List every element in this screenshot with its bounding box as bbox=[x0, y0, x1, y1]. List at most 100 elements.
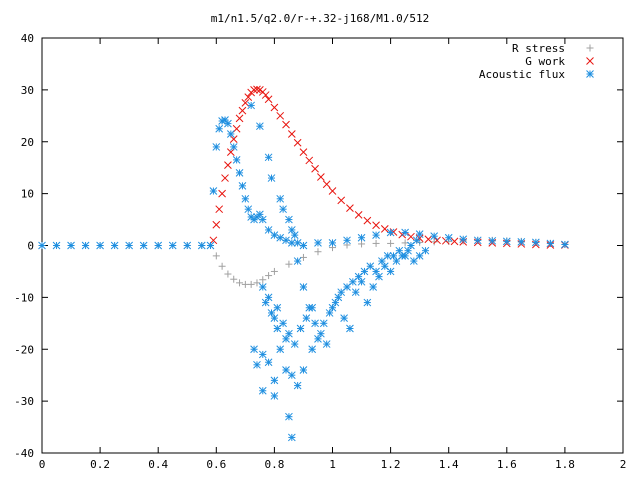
data-point bbox=[401, 228, 409, 237]
data-point bbox=[386, 267, 395, 276]
data-point bbox=[287, 130, 296, 138]
data-point bbox=[253, 360, 261, 369]
data-point bbox=[276, 194, 285, 203]
legend-marker bbox=[586, 44, 594, 52]
data-point bbox=[224, 270, 232, 278]
data-point bbox=[247, 280, 255, 288]
data-point bbox=[285, 260, 293, 268]
data-point bbox=[372, 221, 380, 230]
data-point bbox=[311, 164, 319, 173]
data-point bbox=[270, 376, 279, 385]
data-point bbox=[226, 148, 235, 156]
data-point bbox=[401, 239, 409, 247]
data-point bbox=[96, 241, 104, 250]
data-point bbox=[258, 386, 267, 395]
data-point bbox=[264, 153, 273, 162]
x-axis-ticks: 0 0.2 0.4 0.6 0.8 1 1.2 1.4 1.6 1.8 2 bbox=[39, 38, 626, 471]
data-point bbox=[325, 309, 334, 317]
x-tick-label: 1.8 bbox=[555, 458, 575, 471]
data-point bbox=[401, 252, 409, 260]
x-tick-label: 0 bbox=[39, 458, 46, 471]
y-tick-label: -40 bbox=[14, 447, 34, 460]
series-layer bbox=[38, 85, 569, 442]
data-point bbox=[302, 314, 311, 322]
data-point bbox=[444, 233, 453, 242]
data-point bbox=[293, 138, 302, 147]
data-point bbox=[348, 277, 357, 286]
data-point bbox=[299, 241, 308, 250]
data-point bbox=[270, 267, 278, 275]
data-point bbox=[215, 124, 224, 133]
y-tick-label: 10 bbox=[21, 188, 34, 201]
data-point bbox=[546, 239, 555, 248]
data-point bbox=[224, 119, 232, 128]
data-point bbox=[258, 350, 267, 359]
legend-marker bbox=[586, 70, 594, 78]
legend-label: R stress bbox=[512, 42, 565, 55]
data-point bbox=[363, 216, 372, 225]
data-point bbox=[139, 241, 148, 250]
data-point bbox=[337, 196, 346, 205]
data-point bbox=[168, 241, 177, 250]
data-point bbox=[372, 239, 380, 247]
data-point bbox=[209, 187, 218, 195]
data-point bbox=[261, 91, 270, 99]
data-point bbox=[238, 181, 247, 190]
x-tick-label: 1.6 bbox=[497, 458, 517, 471]
data-point bbox=[250, 86, 258, 94]
data-point bbox=[337, 288, 346, 297]
data-point bbox=[351, 288, 360, 297]
data-point bbox=[392, 257, 401, 265]
data-point bbox=[232, 156, 241, 164]
data-point bbox=[253, 85, 261, 94]
data-point bbox=[363, 298, 372, 307]
data-point bbox=[259, 276, 267, 284]
data-point bbox=[154, 241, 163, 250]
data-point bbox=[279, 205, 287, 214]
data-point bbox=[299, 148, 308, 156]
data-point bbox=[407, 232, 415, 241]
data-point bbox=[290, 340, 299, 348]
data-point bbox=[282, 120, 290, 129]
data-point bbox=[197, 241, 206, 250]
data-point bbox=[287, 433, 296, 442]
data-point bbox=[256, 122, 264, 131]
x-tick-label: 1 bbox=[329, 458, 336, 471]
data-point bbox=[314, 239, 322, 247]
data-point bbox=[433, 236, 441, 245]
data-point bbox=[372, 231, 380, 239]
data-point bbox=[358, 240, 366, 248]
legend-marker bbox=[586, 57, 594, 65]
data-point bbox=[247, 101, 256, 110]
data-point bbox=[502, 237, 511, 246]
data-point bbox=[424, 235, 433, 244]
data-point bbox=[230, 275, 238, 283]
data-point bbox=[450, 237, 459, 246]
data-point bbox=[224, 161, 232, 169]
data-point bbox=[340, 314, 348, 322]
data-point bbox=[229, 143, 238, 151]
x-tick-label: 1.4 bbox=[439, 458, 459, 471]
data-point bbox=[285, 412, 293, 421]
data-point bbox=[293, 257, 302, 265]
data-point bbox=[221, 116, 229, 124]
data-point bbox=[357, 233, 366, 242]
data-point bbox=[415, 230, 424, 238]
data-point bbox=[212, 252, 220, 260]
x-tick-label: 1.2 bbox=[381, 458, 401, 471]
data-point bbox=[265, 272, 273, 280]
data-point bbox=[270, 314, 279, 322]
data-point bbox=[212, 143, 221, 151]
data-point bbox=[221, 174, 229, 182]
data-point bbox=[235, 114, 244, 123]
data-point bbox=[250, 345, 258, 354]
data-point bbox=[293, 381, 302, 390]
data-point bbox=[253, 279, 261, 287]
data-point bbox=[206, 241, 215, 250]
data-point bbox=[517, 238, 526, 246]
data-point bbox=[331, 298, 340, 307]
x-tick-label: 0.8 bbox=[264, 458, 284, 471]
data-point bbox=[264, 293, 273, 302]
y-tick-label: 20 bbox=[21, 136, 34, 149]
